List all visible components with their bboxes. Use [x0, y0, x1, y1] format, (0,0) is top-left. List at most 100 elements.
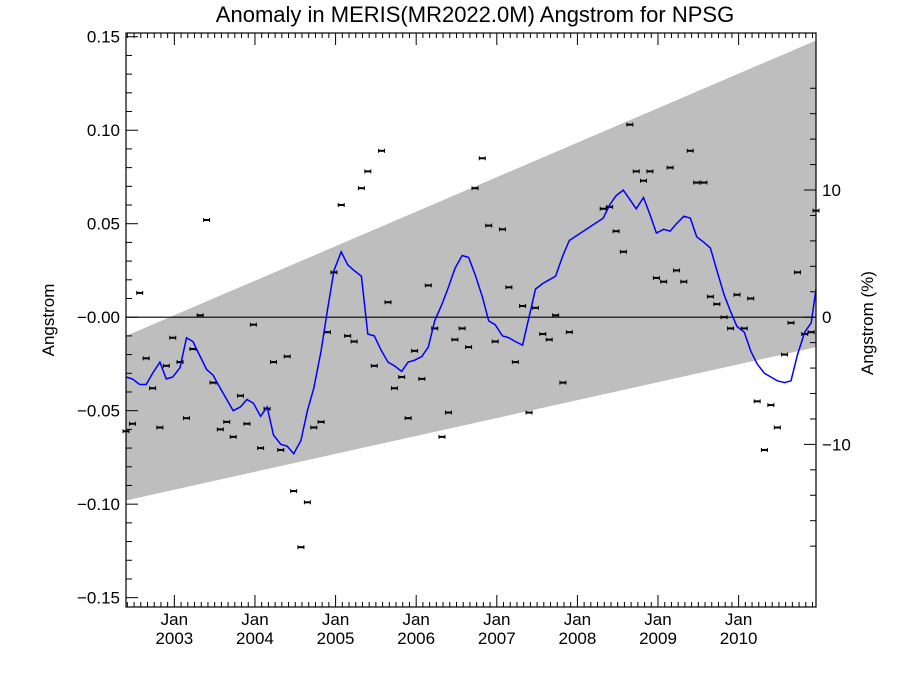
data-point [498, 227, 506, 232]
plot-frame [125, 32, 817, 608]
data-point [727, 326, 735, 331]
data-point [370, 363, 378, 368]
data-point [733, 292, 741, 297]
data-point [465, 345, 473, 350]
data-point [162, 363, 170, 368]
x-tick-year-label: 2007 [478, 629, 516, 648]
data-point [706, 294, 714, 299]
data-point [236, 393, 244, 398]
chart-title: Anomaly in MERIS(MR2022.0M) Angstrom for… [216, 2, 734, 27]
x-tick-month-label: Jan [564, 610, 591, 629]
data-point [223, 419, 231, 424]
series-line [125, 189, 817, 456]
x-tick-year-label: 2010 [720, 629, 758, 648]
x-tick-year-label: 2009 [639, 629, 677, 648]
data-point [700, 180, 708, 185]
data-point [559, 380, 567, 385]
x-tick-year-label: 2008 [558, 629, 596, 648]
data-point [390, 386, 398, 391]
x-tick-month-label: Jan [725, 610, 752, 629]
data-point [216, 427, 224, 432]
data-point [270, 360, 278, 365]
data-point [646, 169, 654, 174]
y2-tick-label: 10 [822, 181, 841, 200]
y2-tick-label: −10 [822, 435, 851, 454]
data-point [511, 360, 519, 365]
data-point [257, 446, 265, 451]
data-point [297, 545, 305, 550]
data-point [773, 425, 781, 430]
data-point [652, 275, 660, 280]
data-point [640, 178, 647, 183]
data-point [303, 500, 311, 505]
data-point [317, 419, 325, 424]
data-point [310, 425, 318, 430]
y2-axis-label: Angstrom (%) [858, 271, 877, 375]
data-point [344, 333, 352, 338]
data-point [666, 165, 674, 170]
data-point [713, 302, 721, 307]
data-point [378, 148, 386, 153]
data-point [781, 352, 789, 357]
data-point [519, 303, 527, 308]
data-point [404, 416, 412, 421]
y2-tick-label: 0 [822, 308, 831, 327]
y-axis-label: Angstrom [39, 284, 58, 357]
data-point [128, 421, 136, 426]
data-point [686, 148, 694, 153]
y-tick-label: 0.10 [87, 121, 120, 140]
data-point [203, 217, 211, 222]
data-point [424, 283, 432, 288]
data-point [491, 339, 499, 344]
y-tick-label: 0.15 [87, 28, 120, 47]
data-point [290, 489, 298, 494]
x-tick-month-label: Jan [322, 610, 349, 629]
data-point [357, 186, 365, 191]
data-point [176, 360, 184, 365]
data-point [720, 315, 728, 320]
data-point [411, 348, 419, 353]
data-point [747, 296, 755, 301]
y-tick-label: −0.05 [77, 402, 120, 421]
data-point [632, 169, 640, 174]
data-point [451, 337, 459, 342]
data-point [337, 203, 345, 208]
plot-area: −0.15 −0.10 −0.05 −0.00 0.05 0.10 0.15 −10 0 10 Ja… [77, 28, 851, 648]
x-tick-month-label: Jan [241, 610, 268, 629]
data-point [438, 434, 446, 439]
data-point [787, 320, 795, 325]
x-tick-year-label: 2006 [397, 629, 435, 648]
data-point [612, 229, 620, 234]
data-point [182, 416, 190, 421]
data-point [626, 122, 634, 127]
data-point [680, 279, 688, 284]
data-point [249, 322, 257, 327]
trend-band [126, 40, 816, 501]
data-point [384, 300, 392, 305]
data-point [196, 313, 204, 318]
x-tick-month-label: Jan [483, 610, 510, 629]
x-tick-year-label: 2004 [236, 629, 274, 648]
data-point [350, 339, 358, 344]
data-point [283, 354, 291, 359]
data-point [149, 386, 157, 391]
data-point [485, 223, 493, 228]
data-point [364, 169, 372, 174]
data-point [673, 268, 681, 273]
data-point [793, 270, 801, 275]
data-point [156, 425, 164, 430]
data-point [418, 376, 426, 381]
data-point [525, 410, 533, 415]
data-point [169, 335, 177, 340]
data-point [229, 434, 237, 439]
y-tick-label: −0.15 [77, 589, 120, 608]
x-tick-month-label: Jan [644, 610, 671, 629]
data-point [398, 375, 406, 380]
data-point [753, 399, 761, 404]
x-tick-year-label: 2005 [317, 629, 355, 648]
data-point [471, 186, 479, 191]
data-point [142, 356, 150, 361]
data-point [539, 332, 547, 337]
data-point [619, 249, 627, 254]
